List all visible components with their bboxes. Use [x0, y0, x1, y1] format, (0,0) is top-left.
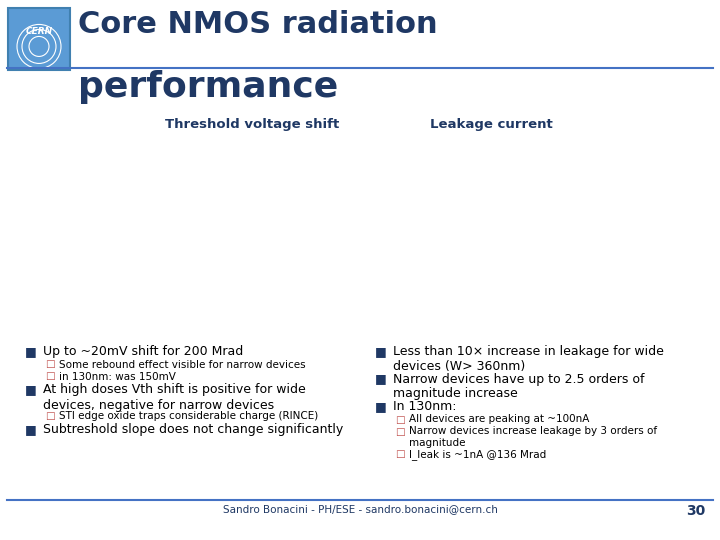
- Text: 30: 30: [685, 504, 705, 518]
- Text: Core NMOS radiation: Core NMOS radiation: [78, 10, 438, 39]
- Text: □: □: [45, 372, 55, 381]
- Text: □: □: [395, 427, 405, 436]
- Text: Narrow devices have up to 2.5 orders of
magnitude increase: Narrow devices have up to 2.5 orders of …: [393, 373, 644, 401]
- Text: CERN: CERN: [25, 27, 53, 36]
- Text: In 130nm:: In 130nm:: [393, 400, 456, 413]
- Text: Leakage current: Leakage current: [430, 118, 553, 131]
- Text: Up to ~20mV shift for 200 Mrad: Up to ~20mV shift for 200 Mrad: [43, 345, 243, 358]
- Text: Sandro Bonacini - PH/ESE - sandro.bonacini@cern.ch: Sandro Bonacini - PH/ESE - sandro.bonaci…: [222, 504, 498, 514]
- Text: performance: performance: [78, 70, 338, 104]
- Text: All devices are peaking at ~100nA: All devices are peaking at ~100nA: [409, 415, 590, 424]
- Text: Subtreshold slope does not change significantly: Subtreshold slope does not change signif…: [43, 423, 343, 436]
- Text: □: □: [395, 449, 405, 460]
- Text: ■: ■: [25, 383, 37, 396]
- Text: Less than 10× increase in leakage for wide
devices (W> 360nm): Less than 10× increase in leakage for wi…: [393, 345, 664, 373]
- Text: Threshold voltage shift: Threshold voltage shift: [165, 118, 339, 131]
- Text: ■: ■: [375, 345, 387, 358]
- Text: ■: ■: [375, 373, 387, 386]
- Text: □: □: [45, 411, 55, 421]
- Text: At high doses Vth shift is positive for wide
devices, negative for narrow device: At high doses Vth shift is positive for …: [43, 383, 306, 411]
- Text: Narrow devices increase leakage by 3 orders of
magnitude: Narrow devices increase leakage by 3 ord…: [409, 427, 657, 448]
- FancyBboxPatch shape: [8, 8, 70, 70]
- Text: □: □: [45, 360, 55, 369]
- Text: ■: ■: [25, 423, 37, 436]
- Text: □: □: [395, 415, 405, 424]
- Text: ■: ■: [375, 400, 387, 413]
- Text: in 130nm: was 150mV: in 130nm: was 150mV: [59, 372, 176, 381]
- Text: STI edge oxide traps considerable charge (RINCE): STI edge oxide traps considerable charge…: [59, 411, 318, 421]
- Text: I_leak is ~1nA @136 Mrad: I_leak is ~1nA @136 Mrad: [409, 449, 546, 461]
- Text: ■: ■: [25, 345, 37, 358]
- Text: Some rebound effect visible for narrow devices: Some rebound effect visible for narrow d…: [59, 360, 305, 369]
